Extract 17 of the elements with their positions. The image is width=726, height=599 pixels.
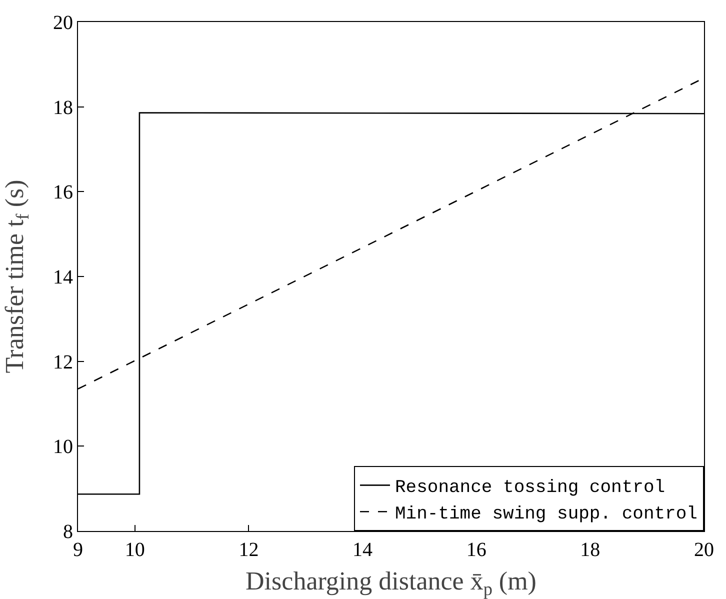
legend-label: Min-time swing supp. control xyxy=(395,504,698,525)
x-tick-label: 9 xyxy=(73,539,83,561)
x-tick-label: 14 xyxy=(352,539,373,561)
x-tick-label: 16 xyxy=(466,539,486,561)
legend-label: Resonance tossing control xyxy=(395,478,666,498)
x-tick-label: 18 xyxy=(580,539,600,561)
y-tick-label: 20 xyxy=(53,12,73,34)
x-axis-title: Discharging distance x̄$_{p}$ (m) xyxy=(246,566,536,599)
y-tick-label: 8 xyxy=(63,521,73,543)
x-tick-label: 10 xyxy=(124,539,145,561)
y-tick-label: 14 xyxy=(53,266,73,288)
y-tick-label: 12 xyxy=(53,351,73,374)
y-tick-label: 10 xyxy=(53,436,73,458)
y-tick-label: 16 xyxy=(53,182,73,204)
y-tick-label: 18 xyxy=(53,96,73,119)
x-tick-label: 12 xyxy=(238,539,259,561)
x-tick-label: 20 xyxy=(694,539,714,561)
